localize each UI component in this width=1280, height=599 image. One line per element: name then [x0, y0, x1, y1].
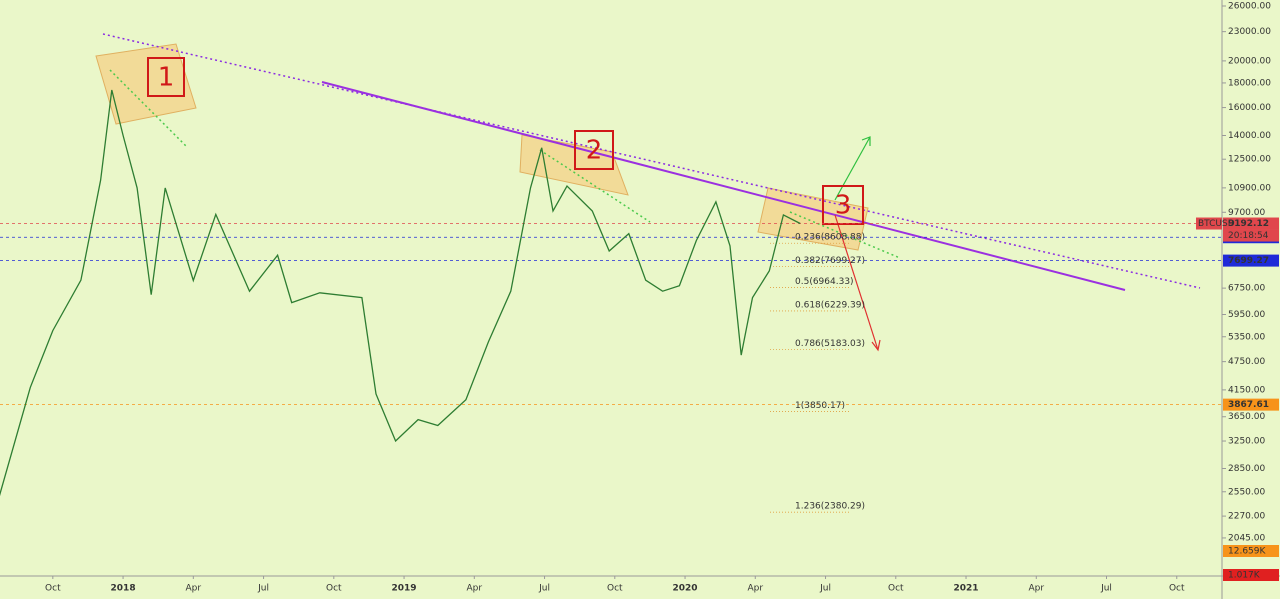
x-tick-label: Oct [45, 584, 61, 594]
countdown-tag [1223, 229, 1279, 242]
y-tick-label: 14000.00 [1228, 131, 1271, 141]
x-tick-label: Apr [186, 584, 202, 594]
x-tick-label: 2021 [953, 584, 978, 594]
x-tick-label: Oct [607, 584, 623, 594]
price-tag [1223, 217, 1279, 230]
y-tick-label: 5950.00 [1228, 310, 1265, 320]
y-tick-label: 5350.00 [1228, 332, 1265, 342]
x-tick-label: Oct [1169, 584, 1185, 594]
y-tick-label: 4750.00 [1228, 357, 1265, 367]
zone-box [95, 43, 197, 125]
y-tick-label: 4150.00 [1228, 385, 1265, 395]
x-tick-label: Oct [326, 584, 342, 594]
y-tick-label: 18000.00 [1228, 78, 1271, 88]
arrow-head [871, 339, 881, 352]
y-tick-label: 3250.00 [1228, 437, 1265, 447]
y-tick-label: 9700.00 [1228, 208, 1265, 218]
fib-label: 1.236(2380.29) [795, 502, 865, 512]
volume-tag [1223, 569, 1279, 581]
annotation-box [147, 57, 185, 97]
zone-box [757, 187, 869, 251]
volume-tag-label: 12.659K [1228, 547, 1266, 557]
price-tag-label: 9192.12 [1228, 219, 1269, 229]
trendline [321, 81, 1126, 291]
fib-label: 0.618(6229.39) [795, 300, 865, 310]
x-tick-label: Apr [1028, 584, 1044, 594]
price-line-series [0, 89, 801, 497]
x-tick-label: Oct [888, 584, 904, 594]
x-tick-label: 2019 [392, 584, 417, 594]
x-tick-label: 2020 [673, 584, 698, 594]
y-tick-label: 2045.00 [1228, 533, 1265, 543]
annotation: 3 [835, 191, 852, 221]
y-tick-label: 3650.00 [1228, 412, 1265, 422]
price-tag-label: 7699.27 [1228, 256, 1269, 266]
fib-label: 0.382(7699.27) [795, 256, 865, 266]
x-tick-label: Jul [538, 584, 550, 594]
annotation: 1 [158, 63, 175, 93]
fib-label: 0.236(8608.88) [795, 233, 865, 243]
y-tick-label: 16000.00 [1228, 103, 1271, 113]
price-tag [1223, 398, 1279, 411]
symbol-tag [1196, 217, 1222, 230]
annotation-box [822, 185, 864, 225]
y-tick-label: 12500.00 [1228, 155, 1271, 165]
countdown: 20:18:54 [1228, 231, 1269, 241]
annotation-box [574, 130, 614, 170]
y-tick-label: 2550.00 [1228, 487, 1265, 497]
fib-label: 0.5(6964.33) [795, 277, 854, 287]
x-tick-label: 2018 [111, 584, 136, 594]
fib-label: 1(3850.17) [795, 401, 845, 411]
x-tick-label: Apr [747, 584, 763, 594]
volume-tag [1223, 545, 1279, 557]
arrow-head [861, 136, 871, 146]
y-tick-label: 2850.00 [1228, 464, 1265, 474]
y-tick-label: 26000.00 [1228, 2, 1271, 12]
x-tick-label: Jul [257, 584, 269, 594]
x-tick-label: Jul [819, 584, 831, 594]
y-tick-label: 10900.00 [1228, 183, 1271, 193]
volume-tag-label: 1.017K [1228, 571, 1261, 581]
y-tick-label: 23000.00 [1228, 27, 1271, 37]
annotation: 2 [586, 136, 603, 166]
trend-dotted [539, 149, 651, 223]
price-tag-label: 3867.61 [1228, 400, 1269, 410]
y-tick-label: 6750.00 [1228, 284, 1265, 294]
trend-dotted [109, 69, 188, 148]
y-tick-label: 2270.00 [1228, 512, 1265, 522]
x-tick-label: Jul [1100, 584, 1112, 594]
fib-label: 0.786(5183.03) [795, 339, 865, 349]
x-tick-label: Apr [467, 584, 483, 594]
price-tag [1223, 254, 1279, 267]
symbol-label: BTCUSD [1198, 219, 1235, 229]
y-tick-label: 20000.00 [1228, 56, 1271, 66]
arrow [834, 136, 871, 201]
